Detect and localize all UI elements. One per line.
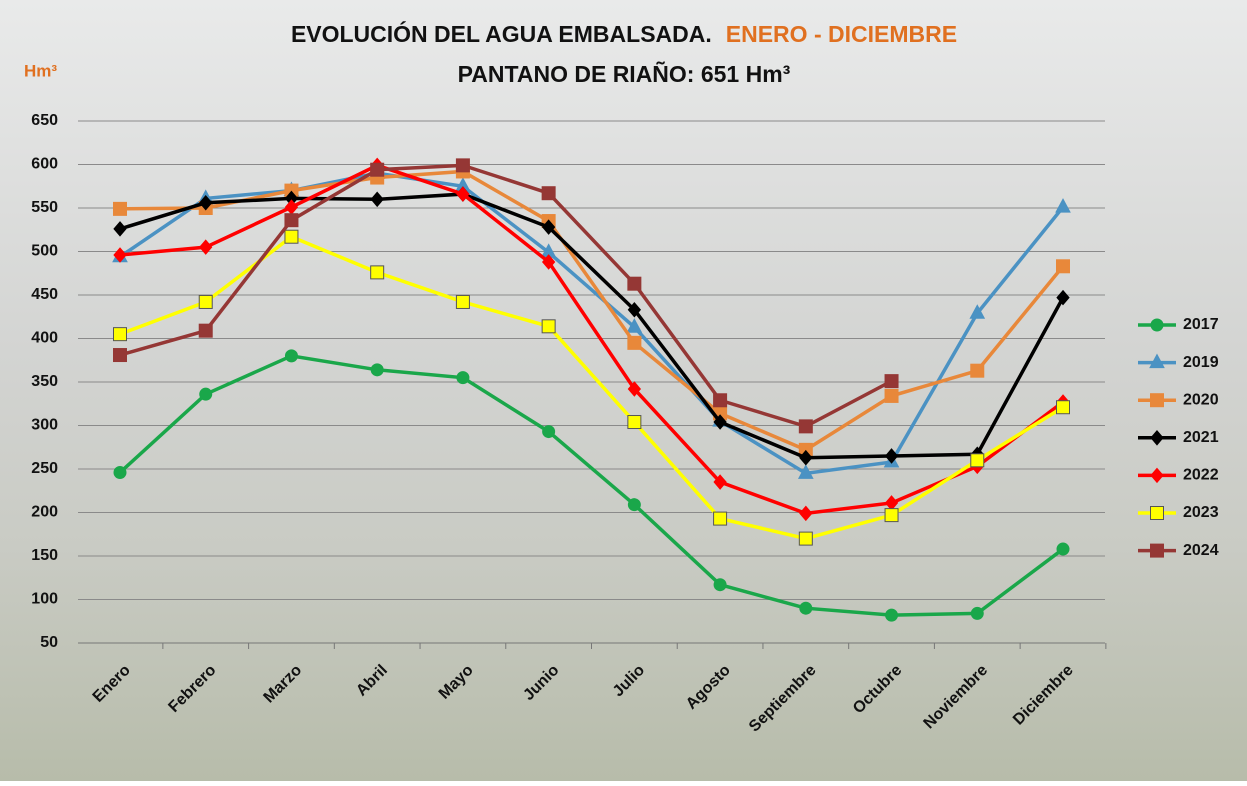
data-point [370,363,384,377]
data-point [713,414,727,430]
chart-title: EVOLUCIÓN DEL AGUA EMBALSADA. ENERO - DIC… [291,20,957,47]
data-point [541,319,556,334]
series-line [119,163,893,429]
y-tick-label: 100 [31,591,58,608]
data-point [198,294,213,309]
y-tick-label: 600 [31,156,58,173]
data-point [370,191,384,208]
data-point [799,449,813,466]
data-point [713,578,727,592]
data-point [1056,289,1070,306]
legend-marker [1150,467,1164,484]
series-line [119,169,1065,452]
data-point [970,363,985,378]
legend-marker [1150,543,1164,558]
data-point [541,219,556,235]
legend-label: 2023 [1183,504,1219,521]
y-tick-label: 650 [31,112,58,129]
data-point [713,511,728,526]
data-point [798,419,813,434]
y-tick-label: 250 [31,460,58,477]
chart-subtitle: PANTANO DE RIAÑO: 651 Hm³ [458,60,791,87]
legend-label: 2021 [1183,429,1219,446]
data-point [798,531,813,546]
legend-label: 2020 [1183,391,1219,408]
data-point [627,415,642,430]
data-point [284,213,299,228]
y-tick-label: 400 [31,330,58,347]
data-point [713,474,727,490]
data-point [969,304,986,319]
y-tick-label: 450 [31,286,58,303]
y-axis-label: Hm³ [24,61,57,80]
data-point [456,371,470,385]
data-point [970,453,985,468]
y-tick-label: 500 [31,243,58,260]
data-point [626,318,643,333]
data-point [884,448,899,464]
legend-label: 2022 [1183,467,1219,484]
data-point [284,349,298,363]
legend-label: 2017 [1183,316,1219,333]
data-point [542,425,556,439]
series-line [119,192,1065,460]
data-point [199,387,213,401]
data-point [113,201,127,216]
title-main: EVOLUCIÓN DEL AGUA EMBALSADA. [291,20,712,47]
y-tick-label: 50 [40,634,58,651]
data-point [198,323,213,338]
legend-marker [1149,353,1165,369]
data-point [113,221,127,237]
data-point [1056,542,1070,556]
data-point [113,327,127,342]
data-point [541,186,556,201]
data-point [713,393,728,408]
legend-marker [1150,393,1164,408]
series-line [119,163,1065,516]
data-point [970,606,984,620]
series-line [119,234,1064,541]
y-tick-label: 550 [31,199,58,216]
data-point [113,465,127,479]
data-point [885,608,899,622]
data-point [799,505,813,522]
data-point [1056,400,1070,415]
data-point [627,335,642,350]
data-point [884,508,899,523]
data-point [627,302,642,318]
data-point [199,195,213,211]
data-point [455,158,470,173]
data-point [284,229,299,244]
y-tick-label: 150 [31,547,58,564]
data-point [627,381,642,397]
title-period: ENERO - DICIEMBRE [726,21,957,47]
data-point [799,601,813,615]
data-point [456,186,470,202]
legend-marker [1150,506,1164,520]
data-point [113,348,127,363]
data-point [1056,259,1070,274]
data-point [113,247,127,263]
y-tick-label: 200 [31,504,58,521]
legend-marker [1150,430,1164,446]
series-line [118,354,1065,617]
data-point [370,265,385,280]
data-point [797,464,814,479]
data-point [884,388,899,403]
data-point [199,239,213,255]
data-point [455,294,470,309]
legend-label: 2019 [1183,354,1219,371]
data-point [627,276,642,291]
data-point [627,498,641,512]
data-point [541,254,556,270]
y-tick-label: 350 [31,373,58,390]
y-tick-label: 300 [31,417,58,434]
legend-marker [1150,318,1164,332]
legend-label: 2024 [1183,542,1219,559]
data-point [370,162,385,177]
data-point [884,374,899,389]
data-point [1055,198,1071,213]
